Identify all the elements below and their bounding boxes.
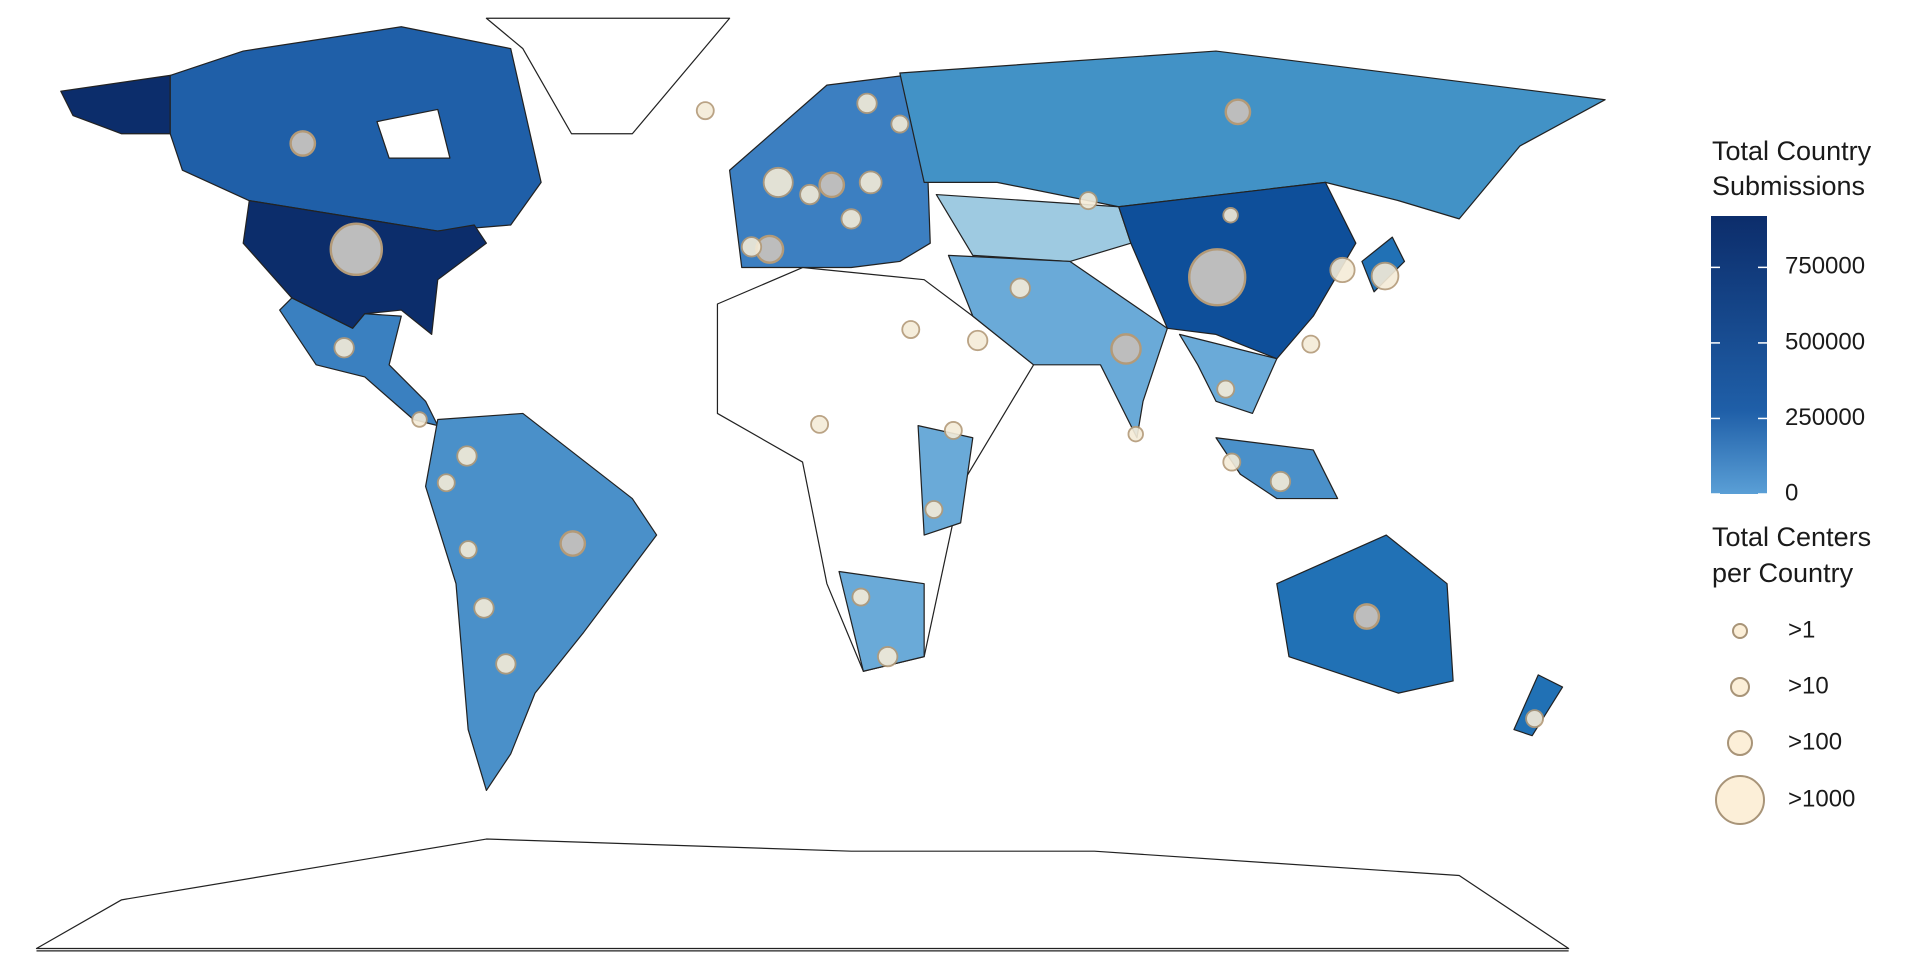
center-bubble bbox=[1222, 452, 1242, 472]
size-key bbox=[1732, 623, 1748, 639]
center-bubble bbox=[1188, 248, 1247, 307]
legend-title: Total Country bbox=[1712, 136, 1872, 166]
land bbox=[279, 297, 439, 427]
center-bubble bbox=[740, 236, 763, 258]
size-key bbox=[1727, 730, 1753, 756]
center-bubble bbox=[810, 414, 830, 434]
center-bubble bbox=[695, 101, 715, 121]
colorbar-tick-label: 500000 bbox=[1785, 328, 1865, 355]
land bbox=[424, 412, 658, 792]
colorbar-ticks: 0 250000 500000 750000 bbox=[1711, 253, 1865, 506]
legend-title: Total Centers bbox=[1712, 522, 1871, 552]
center-bubble bbox=[329, 222, 384, 277]
center-bubble bbox=[458, 540, 478, 560]
center-bubble bbox=[1127, 425, 1144, 443]
center-bubble bbox=[818, 171, 846, 199]
center-bubble bbox=[840, 208, 862, 230]
land bbox=[728, 72, 931, 269]
center-bubble bbox=[1269, 470, 1292, 493]
center-bubble bbox=[1222, 207, 1239, 224]
center-bubble bbox=[1216, 379, 1236, 399]
land bbox=[169, 26, 542, 232]
center-bubble bbox=[851, 587, 871, 607]
center-bubble bbox=[1224, 98, 1252, 126]
colorbar-tick-label: 750000 bbox=[1785, 253, 1865, 280]
colorbar-tick-label: 0 bbox=[1785, 479, 1798, 506]
size-legend: >1 >10 >100 >1000 bbox=[1715, 616, 1855, 825]
center-bubble bbox=[411, 411, 428, 428]
center-bubble bbox=[1370, 261, 1400, 291]
legend-title: per Country bbox=[1712, 558, 1854, 588]
size-key bbox=[1715, 775, 1765, 825]
land bbox=[1178, 333, 1278, 415]
legend: Total Country Submissions 0 250000 500000 7… bbox=[1711, 136, 1872, 825]
center-bubble bbox=[967, 329, 989, 352]
center-bubble bbox=[1525, 709, 1545, 729]
land bbox=[899, 50, 1606, 220]
center-bubble bbox=[1329, 256, 1356, 284]
colorbar-tick-label: 250000 bbox=[1785, 404, 1865, 431]
land bbox=[60, 74, 171, 135]
map bbox=[35, 17, 1606, 952]
center-bubble bbox=[858, 170, 883, 195]
center-bubble bbox=[856, 92, 878, 114]
center-bubble bbox=[333, 337, 355, 359]
legend-title: Submissions bbox=[1712, 171, 1865, 201]
center-bubble bbox=[289, 130, 317, 157]
center-bubble bbox=[943, 421, 963, 440]
center-bubble bbox=[1110, 333, 1142, 365]
size-key-label: >1000 bbox=[1788, 785, 1855, 812]
land bbox=[716, 266, 1035, 672]
land bbox=[917, 424, 974, 536]
colorbar bbox=[1711, 216, 1767, 494]
land bbox=[376, 108, 451, 159]
center-bubble bbox=[1301, 334, 1321, 354]
center-bubble bbox=[473, 597, 495, 619]
land bbox=[485, 17, 731, 135]
land bbox=[935, 193, 1132, 263]
center-bubble bbox=[799, 183, 821, 206]
size-key-label: >10 bbox=[1788, 672, 1829, 699]
center-bubble bbox=[762, 166, 794, 198]
center-bubble bbox=[1353, 603, 1381, 630]
center-bubble bbox=[559, 530, 587, 557]
center-bubble bbox=[890, 114, 910, 134]
center-bubble bbox=[901, 320, 921, 339]
center-bubble bbox=[924, 500, 944, 519]
center-bubble bbox=[436, 473, 456, 493]
center-bubble bbox=[877, 645, 899, 668]
center-bubble bbox=[495, 653, 517, 675]
center-bubble bbox=[1009, 277, 1031, 299]
size-key-label: >100 bbox=[1788, 728, 1842, 755]
land bbox=[35, 838, 1570, 950]
size-key-label: >1 bbox=[1788, 616, 1815, 643]
center-bubble bbox=[456, 445, 478, 467]
center-bubble bbox=[1078, 191, 1098, 211]
size-key bbox=[1730, 677, 1750, 697]
